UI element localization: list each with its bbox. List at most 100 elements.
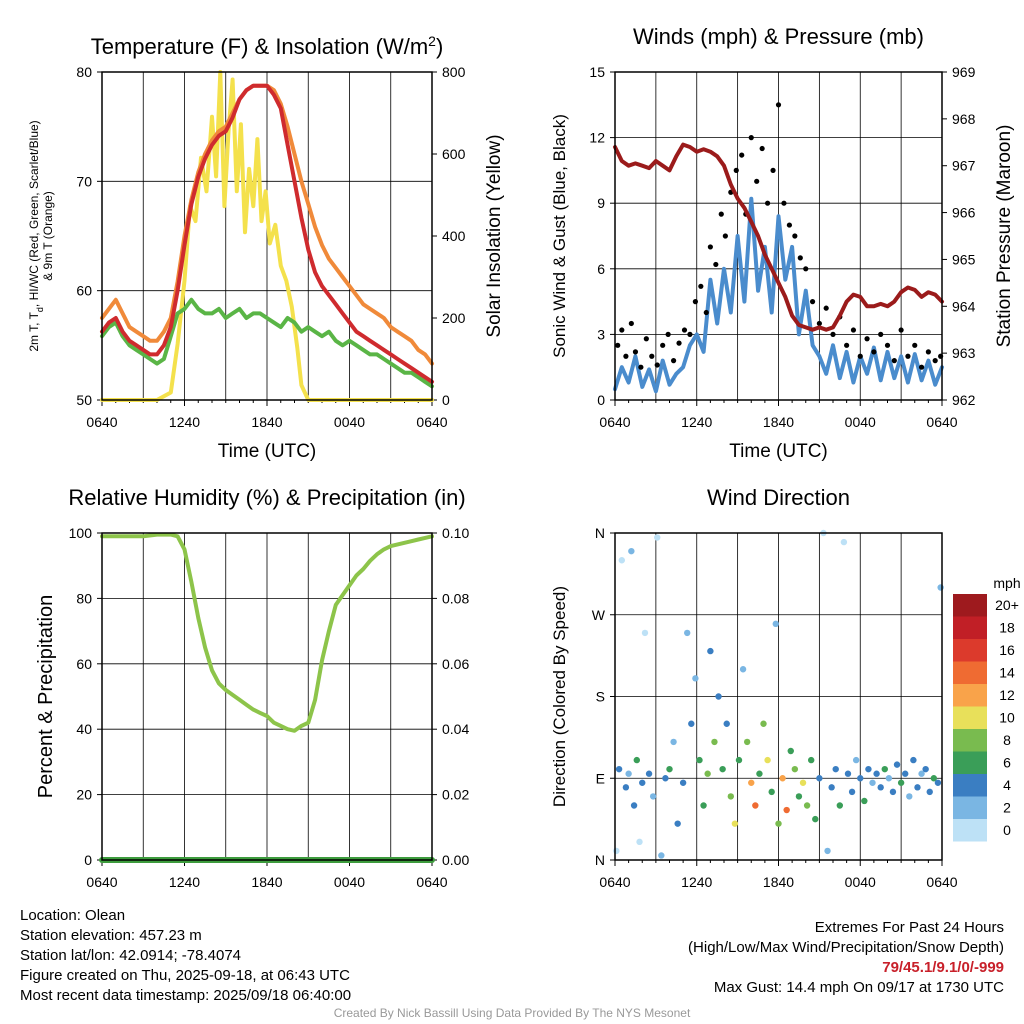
direction-point [696, 756, 703, 764]
gust-point [797, 255, 803, 261]
direction-point [836, 802, 844, 809]
legend-label: 0 [1003, 822, 1011, 838]
gust-point [638, 364, 644, 370]
gust-point [816, 320, 822, 327]
direction-point [674, 820, 681, 827]
direction-point [700, 802, 707, 809]
y2-tick-label: 200 [442, 310, 466, 326]
direction-point [625, 770, 632, 777]
direction-point [922, 765, 929, 773]
gust-point [643, 336, 649, 342]
gust-point [830, 331, 836, 337]
direction-point [688, 720, 695, 727]
x-tick-label: 0640 [86, 874, 117, 890]
chart-title: Temperature (F) & Insolation (W/m2) [91, 33, 444, 59]
direction-point [633, 756, 640, 764]
y-axis-label: Percent & Precipitation [35, 595, 57, 798]
y2-tick-label: 600 [442, 146, 466, 162]
direction-point [808, 756, 815, 764]
gust-point [857, 353, 863, 359]
direction-point [787, 747, 794, 755]
direction-point [775, 820, 782, 827]
legend-swatch [953, 819, 987, 842]
y-axis-label: Direction (Colored By Speed) [550, 586, 569, 807]
direction-point [670, 738, 677, 746]
x-axis-label: Time (UTC) [729, 441, 828, 462]
gust-point [891, 358, 897, 364]
gust-point [765, 200, 771, 206]
direction-point [666, 765, 673, 773]
extremes-info: Extremes For Past 24 Hours (High/Low/Max… [688, 918, 1004, 998]
direction-point [756, 770, 763, 777]
direction-point [768, 788, 775, 796]
gust-point [864, 336, 870, 342]
direction-point [812, 815, 819, 823]
y-tick-label: 60 [76, 283, 92, 299]
gust-point [803, 266, 809, 272]
gust-point [786, 222, 793, 228]
gust-point [632, 349, 639, 355]
y-tick-label: 80 [76, 590, 92, 606]
x-tick-label: 1240 [169, 874, 200, 890]
y2-tick-label: 800 [442, 64, 466, 80]
plot-frame [614, 532, 943, 861]
y2-tick-label: 0.02 [442, 787, 469, 803]
x-tick-label: 1240 [681, 414, 712, 430]
y2-tick-label: 963 [952, 345, 976, 361]
legend-label: 8 [1003, 732, 1011, 748]
y-tick-label: 0 [597, 392, 605, 408]
legend-label: 14 [999, 665, 1015, 681]
y2-tick-label: 968 [952, 111, 976, 127]
direction-point [748, 779, 755, 786]
gust-point [649, 353, 655, 359]
direction-point [937, 584, 944, 591]
extremes-values: 79/45.1/9.1/0/-999 [882, 959, 1004, 976]
direction-point [865, 765, 872, 773]
x-tick-label: 0640 [416, 874, 447, 890]
direction-point [910, 756, 917, 764]
y-tick-label: 15 [589, 64, 605, 80]
gust-point [687, 331, 693, 337]
direction-point [752, 802, 759, 809]
direction-point [906, 793, 913, 800]
direction-point [881, 765, 888, 773]
y-tick-label: N [595, 852, 605, 868]
direction-point [654, 534, 661, 541]
gust-point [809, 299, 816, 305]
y-tick-label: E [596, 770, 605, 786]
y-tick-label: S [596, 689, 605, 705]
direction-point [779, 775, 786, 782]
recent-data-text: Most recent data timestamp: 2025/09/18 0… [20, 987, 352, 1004]
x-tick-label: 1240 [169, 414, 200, 430]
gust-point [775, 102, 782, 108]
x-tick-label: 0640 [599, 874, 630, 890]
direction-point [934, 779, 942, 786]
gust-point [748, 135, 754, 141]
credit-text: Created By Nick Bassill Using Data Provi… [333, 1006, 691, 1020]
y2-tick-label: 967 [952, 158, 976, 174]
legend-swatch [953, 684, 987, 707]
direction-point [707, 647, 714, 655]
elevation-text: Station elevation: 457.23 m [20, 927, 202, 944]
direction-point [727, 793, 735, 800]
gust-point [733, 167, 739, 173]
latlon-text: Station lat/lon: 42.0914; -78.4074 [20, 947, 242, 964]
direction-point [615, 765, 623, 773]
y-tick-label: N [595, 525, 605, 541]
gust-point [898, 327, 904, 333]
direction-point [902, 770, 909, 777]
direction-point [735, 756, 743, 764]
y-tick-label: W [592, 607, 606, 623]
gust-point [884, 342, 891, 348]
y2-tick-label: 965 [952, 251, 976, 267]
direction-point [861, 797, 868, 805]
y-axis-label-line2: & 9m T (Orange) [41, 191, 55, 281]
series-line-0 [100, 532, 434, 733]
direction-point [630, 802, 638, 809]
wind-speed-legend: mph 20+ 18 16 14 12 10 8 6 4 2 0 [953, 575, 1021, 842]
y2-tick-label: 0 [442, 392, 450, 408]
y2-tick-label: 0.04 [442, 721, 469, 737]
extremes-subtitle: (High/Low/Max Wind/Precipitation/Snow De… [688, 939, 1004, 956]
x-tick-label: 1840 [763, 414, 794, 430]
gust-point [770, 167, 776, 173]
